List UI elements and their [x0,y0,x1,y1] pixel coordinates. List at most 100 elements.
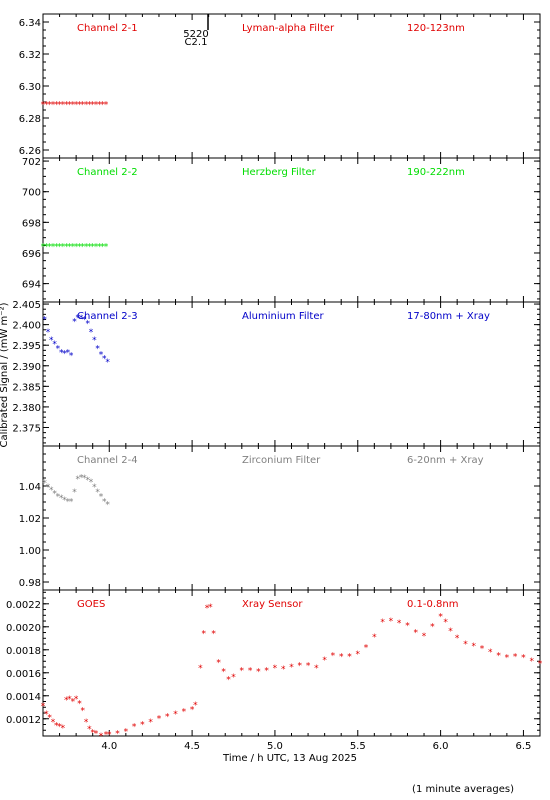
y-tick-label: 0.0022 [6,600,41,611]
data-point: * [157,715,162,725]
data-point: * [54,722,59,732]
data-point: * [100,101,105,111]
y-tick-label: 2.380 [12,403,41,414]
x-tick-label: 4.0 [101,741,117,752]
data-point: * [289,663,294,673]
data-point: * [104,242,109,252]
data-point: * [372,633,377,643]
data-point: * [74,242,79,252]
data-point: * [72,318,77,328]
data-point: * [105,501,110,511]
panel-frame [42,445,541,591]
data-point: * [173,710,178,720]
data-point: * [74,695,79,705]
band-label: 120-123nm [407,23,465,34]
data-point: * [46,483,51,493]
data-point: * [47,713,52,723]
data-point: * [455,634,460,644]
y-tick-label: 702 [22,157,41,168]
data-point: * [42,315,47,325]
data-point: * [67,242,72,252]
data-point: * [59,494,64,504]
filter-label: Zirconium Filter [242,455,321,466]
data-point: * [57,101,62,111]
data-point: * [281,665,286,675]
data-point: * [102,497,107,507]
data-point: * [54,242,59,252]
data-point: * [99,350,104,360]
data-point: * [529,657,534,667]
data-point: * [85,476,90,486]
data-point: * [89,328,94,338]
data-point: * [397,619,402,629]
y-tick-label: 6.28 [19,114,41,125]
data-point: * [74,101,79,111]
channel-label: Channel 2-1 [77,23,138,34]
y-tick-label: 0.0018 [6,646,41,657]
data-point: * [226,676,231,686]
flare-marker-class: C2.1 [185,37,208,48]
data-point: * [52,340,57,350]
data-point: * [87,101,92,111]
data-point: * [100,242,105,252]
data-point: * [64,242,69,252]
data-point: * [49,486,54,496]
data-point: * [44,242,49,252]
y-tick-label: 694 [22,280,41,291]
data-point: * [72,488,77,498]
data-point: * [389,617,394,627]
y-tick-label: 0.0014 [6,692,41,703]
y-tick-label: 700 [22,188,41,199]
panel-5: 0.0012 0.0014 0.0016 0.0018 0.0020 0.0022 4.0 4… [6,589,543,752]
data-point: * [56,344,61,354]
data-point: * [71,242,76,252]
data-point: * [52,489,57,499]
data-point: * [94,730,99,740]
data-point: * [94,101,99,111]
data-point: * [298,662,303,672]
data-point: * [95,488,100,498]
data-point: * [69,497,74,507]
channel-label: Channel 2-4 [77,455,138,466]
flare-marker-id: 5220 [183,29,208,40]
data-point: * [221,667,226,677]
data-point: * [422,632,427,642]
data-point: * [538,659,543,669]
data-point: * [496,651,501,661]
data-point: * [77,242,82,252]
data-point: * [513,653,518,663]
band-label: 0.1-0.8nm [407,599,459,610]
data-point: * [107,731,112,741]
data-point: * [77,101,82,111]
data-point: * [89,478,94,488]
y-tick-label: 696 [22,249,41,260]
data-point: * [102,355,107,365]
data-point: * [443,618,448,628]
data-point: * [49,336,54,346]
x-tick-label: 5.5 [350,741,366,752]
data-point: * [82,315,87,325]
data-point: * [47,101,52,111]
data-point: * [193,701,198,711]
data-point: * [165,712,170,722]
data-point: * [216,658,221,668]
data-point: * [124,727,129,737]
data-point: * [115,730,120,740]
data-point: * [44,101,49,111]
data-point: * [488,648,493,658]
footnote: (1 minute averages) [412,784,514,795]
data-point: * [208,603,213,613]
data-point: * [51,718,56,728]
data-point: * [273,664,278,674]
data-point: * [54,101,59,111]
y-tick-label: 1.04 [19,482,41,493]
data-point: * [85,320,90,330]
data-point: * [264,666,269,676]
y-tick-label: 2.390 [12,362,41,373]
panel-4: 0.98 1.00 1.02 1.04 Channel 2-4 Zirconium Fil… [19,445,541,591]
filter-label: Xray Sensor [242,599,303,610]
x-tick-label: 6.0 [433,741,449,752]
panel-frame [42,13,541,159]
data-point: * [405,621,410,631]
y-tick-label: 2.395 [12,341,41,352]
